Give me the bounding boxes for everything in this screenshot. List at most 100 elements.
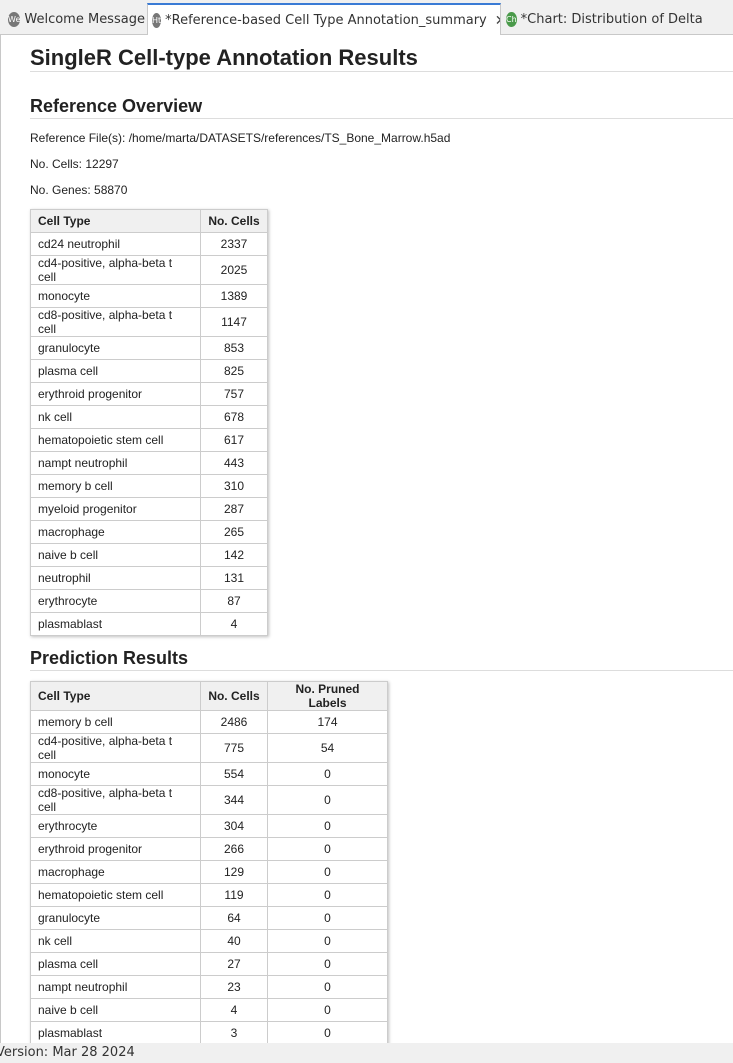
cell-type: plasmablast — [30, 1021, 201, 1043]
reference-table: Cell Type No. Cells cd24 neutrophil 2337 c… — [30, 209, 268, 636]
cell-type: nampt neutrophil — [30, 451, 201, 475]
cell-type: nk cell — [30, 405, 201, 429]
table-row: nk cell 678 — [30, 405, 268, 429]
welcome-icon: We — [8, 11, 21, 27]
table-row: nampt neutrophil 443 — [30, 451, 268, 475]
version-status: Version: Mar 28 2024 — [0, 1045, 135, 1060]
table-row: macrophage 129 0 — [30, 860, 388, 884]
cell-value: 554 — [200, 762, 268, 786]
cell-value: 0 — [267, 837, 388, 861]
column-header: Cell Type — [30, 209, 201, 233]
cell-type: cd24 neutrophil — [30, 232, 201, 256]
cell-value: 0 — [267, 883, 388, 907]
cell-value: 757 — [200, 382, 268, 406]
report-content[interactable]: SingleR Cell-type Annotation Results Ref… — [0, 35, 733, 1043]
cell-value: 443 — [200, 451, 268, 475]
cell-type: erythroid progenitor — [30, 382, 201, 406]
table-row: nk cell 40 0 — [30, 929, 388, 953]
cell-type: granulocyte — [30, 336, 201, 360]
cell-value: 4 — [200, 612, 268, 636]
cell-type: plasma cell — [30, 359, 201, 383]
cell-value: 54 — [267, 733, 388, 763]
table-row: plasma cell 825 — [30, 359, 268, 383]
table-row: plasma cell 27 0 — [30, 952, 388, 976]
cell-value: 129 — [200, 860, 268, 884]
cell-value: 1147 — [200, 307, 268, 337]
prediction-heading: Prediction Results — [30, 648, 189, 668]
tab-annotation-summary[interactable]: Ht *Reference-based Cell Type Annotation… — [147, 3, 501, 36]
table-row: macrophage 265 — [30, 520, 268, 544]
cell-value: 0 — [267, 785, 388, 815]
cell-value: 0 — [267, 906, 388, 930]
cell-value: 775 — [200, 733, 268, 763]
cell-value: 174 — [267, 710, 388, 734]
page-title: SingleR Cell-type Annotation Results — [30, 45, 418, 70]
cell-value: 0 — [267, 998, 388, 1022]
cell-type: memory b cell — [30, 474, 201, 498]
tab-welcome-message[interactable]: We Welcome Message — [4, 3, 146, 35]
cell-type: nk cell — [30, 929, 201, 953]
cell-value: 0 — [267, 814, 388, 838]
table-row: neutrophil 131 — [30, 566, 268, 590]
table-row: hematopoietic stem cell 617 — [30, 428, 268, 452]
cell-value: 23 — [200, 975, 268, 999]
divider — [30, 71, 733, 72]
cell-value: 265 — [200, 520, 268, 544]
table-row: cd4-positive, alpha-beta t cell 775 54 — [30, 733, 388, 763]
table-row: memory b cell 310 — [30, 474, 268, 498]
cell-type: naive b cell — [30, 543, 201, 567]
reference-heading: Reference Overview — [30, 96, 203, 116]
cell-type: neutrophil — [30, 566, 201, 590]
editor-tab-bar: We Welcome Message Ht *Reference-based C… — [0, 0, 733, 36]
table-row: monocyte 1389 — [30, 284, 268, 308]
cell-value: 287 — [200, 497, 268, 521]
cell-type: cd4-positive, alpha-beta t cell — [30, 733, 201, 763]
cell-value: 0 — [267, 1021, 388, 1043]
cell-value: 0 — [267, 860, 388, 884]
cell-type: erythrocyte — [30, 814, 201, 838]
cell-value: 27 — [200, 952, 268, 976]
tab-label: *Reference-based Cell Type Annotation_su… — [165, 13, 487, 28]
table-row: naive b cell 4 0 — [30, 998, 388, 1022]
cell-type: erythrocyte — [30, 589, 201, 613]
cell-value: 825 — [200, 359, 268, 383]
cell-value: 0 — [267, 975, 388, 999]
cell-type: hematopoietic stem cell — [30, 883, 201, 907]
cell-value: 617 — [200, 428, 268, 452]
table-row: cd8-positive, alpha-beta t cell 1147 — [30, 307, 268, 337]
cell-type: cd8-positive, alpha-beta t cell — [30, 307, 201, 337]
cell-type: memory b cell — [30, 710, 201, 734]
cell-type: naive b cell — [30, 998, 201, 1022]
cell-value: 0 — [267, 762, 388, 786]
close-icon[interactable]: ✕ — [495, 13, 500, 29]
prediction-table: Cell Type No. Cells No. Pruned Labels me… — [30, 681, 388, 1043]
table-row: memory b cell 2486 174 — [30, 710, 388, 734]
cell-type: monocyte — [30, 762, 201, 786]
table-row: naive b cell 142 — [30, 543, 268, 567]
cell-type: hematopoietic stem cell — [30, 428, 201, 452]
table-row: erythroid progenitor 757 — [30, 382, 268, 406]
table-row: cd24 neutrophil 2337 — [30, 232, 268, 256]
cell-value: 0 — [267, 929, 388, 953]
cell-value: 0 — [267, 952, 388, 976]
reference-genes: No. Genes: 58870 — [30, 183, 128, 197]
cell-type: macrophage — [30, 520, 201, 544]
table-row: cd4-positive, alpha-beta t cell 2025 — [30, 255, 268, 285]
cell-type: macrophage — [30, 860, 201, 884]
table-row: myeloid progenitor 287 — [30, 497, 268, 521]
html-icon: Ht — [152, 13, 162, 28]
cell-type: nampt neutrophil — [30, 975, 201, 999]
table-row: plasmablast 4 — [30, 612, 268, 636]
cell-value: 266 — [200, 837, 268, 861]
table-row: cd8-positive, alpha-beta t cell 344 0 — [30, 785, 388, 815]
reference-cells: No. Cells: 12297 — [30, 157, 119, 171]
tab-chart-distribution[interactable]: Ch *Chart: Distribution of Delta — [502, 3, 702, 35]
cell-value: 64 — [200, 906, 268, 930]
cell-value: 4 — [200, 998, 268, 1022]
cell-value: 119 — [200, 883, 268, 907]
column-header: No. Pruned Labels — [267, 681, 388, 711]
cell-value: 40 — [200, 929, 268, 953]
cell-type: erythroid progenitor — [30, 837, 201, 861]
cell-value: 87 — [200, 589, 268, 613]
table-row: erythrocyte 87 — [30, 589, 268, 613]
